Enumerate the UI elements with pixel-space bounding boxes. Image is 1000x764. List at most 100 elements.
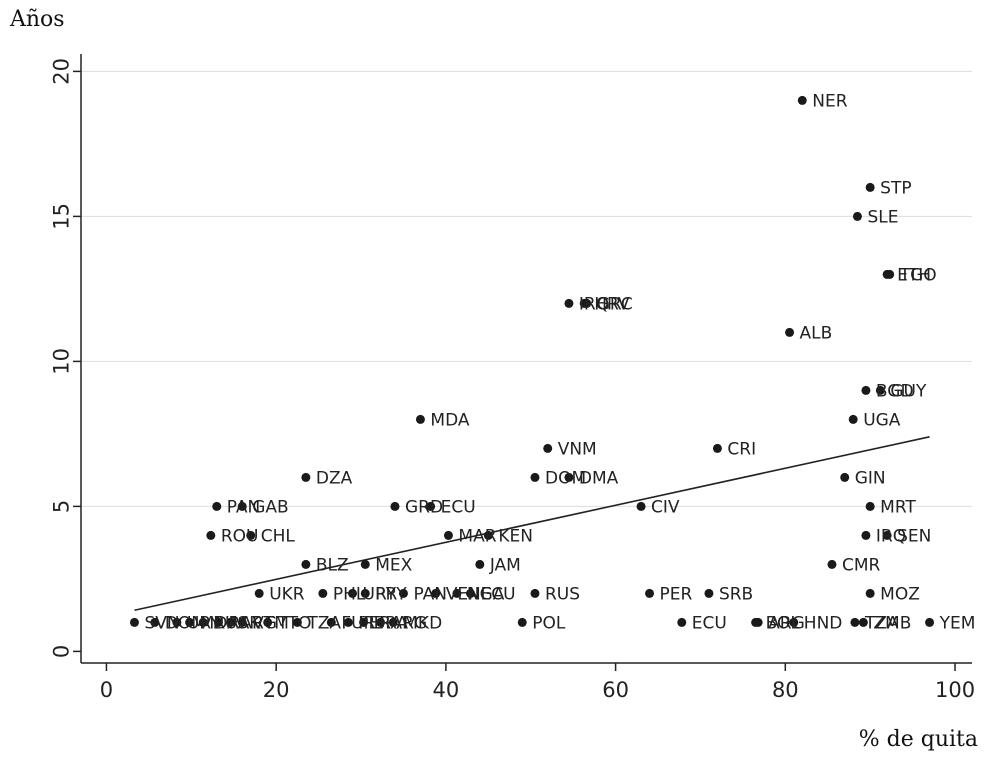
- data-point-rou: [206, 530, 216, 540]
- data-point-pry: [360, 588, 370, 598]
- data-point-civ: [636, 501, 646, 511]
- y-tick-label: 15: [49, 203, 73, 230]
- point-label-vtm: VTM: [252, 614, 289, 634]
- point-label-ken: KEN: [498, 527, 533, 547]
- point-label-arg: ARG: [240, 614, 277, 634]
- data-point-dom: [150, 617, 160, 627]
- data-point-ner: [797, 95, 807, 105]
- point-label-arg: ARG: [768, 614, 805, 634]
- data-point-vtm: [237, 617, 247, 627]
- data-point-mda: [415, 414, 425, 424]
- point-label-sle: SLE: [867, 208, 898, 228]
- point-label-mex: MEX: [375, 556, 412, 576]
- data-point-per: [343, 617, 353, 627]
- point-label-nga: NGA: [467, 585, 505, 605]
- x-tick-label: 100: [935, 678, 975, 702]
- data-point-guy: [875, 385, 885, 395]
- point-label-dom: DOM: [545, 469, 586, 489]
- data-point-irq: [861, 530, 871, 540]
- data-point-ury: [348, 588, 358, 598]
- data-point-ecu: [677, 617, 687, 627]
- data-point-tto: [263, 617, 273, 627]
- data-point-nga: [452, 588, 462, 598]
- point-label-mar: MAR: [458, 527, 496, 547]
- y-tick-label: 10: [49, 348, 73, 375]
- point-label-bol: BOL: [766, 614, 801, 634]
- point-label-per: PER: [358, 614, 391, 634]
- data-point-sen: [882, 530, 892, 540]
- data-point-blz: [301, 559, 311, 569]
- point-label-ven: VEN: [446, 585, 481, 605]
- data-point-mex: [360, 559, 370, 569]
- data-point-ukr: [254, 588, 264, 598]
- data-point-vnm: [543, 443, 553, 453]
- point-label-cmr: CMR: [842, 556, 881, 576]
- point-label-ecu: ECU: [441, 498, 476, 518]
- point-label-tza: TZA: [864, 614, 899, 634]
- point-label-bra: BRA: [374, 614, 409, 634]
- data-point-mkd: [388, 617, 398, 627]
- data-point-fur: [326, 617, 336, 627]
- point-label-mrt: MRT: [880, 498, 916, 518]
- data-point-mar: [443, 530, 453, 540]
- data-point-gab: [237, 501, 247, 511]
- data-point-cmr: [827, 559, 837, 569]
- data-point-bra: [359, 617, 369, 627]
- data-point-per: [645, 588, 655, 598]
- point-label-mkd: MKD: [403, 614, 442, 634]
- data-point-alb: [785, 327, 795, 337]
- data-point-svn: [129, 617, 139, 627]
- data-point-grc: [582, 298, 592, 308]
- point-label-mda: MDA: [200, 614, 239, 634]
- data-point-ven: [431, 588, 441, 598]
- point-label-pan: PAN: [227, 498, 261, 518]
- point-label-moz: MOZ: [880, 585, 920, 605]
- point-label-alb: ALB: [800, 324, 833, 344]
- fit-line-layer: [134, 436, 930, 612]
- point-label-ury: URY: [363, 585, 397, 605]
- y-tick-label: 5: [49, 500, 73, 513]
- y-axis-title: Años: [9, 7, 65, 32]
- point-label-guy: GUY: [890, 382, 927, 402]
- point-label-tgo: TGO: [899, 266, 937, 286]
- point-label-tto: TTO: [277, 614, 312, 634]
- point-label-dza: DZA: [316, 469, 353, 489]
- point-label-dma: DMA: [579, 469, 619, 489]
- data-point-ken: [483, 530, 493, 540]
- data-point-ury: [172, 617, 182, 627]
- data-point-mda: [185, 617, 195, 627]
- data-point-arg: [225, 617, 235, 627]
- data-point-irq: [564, 298, 574, 308]
- data-point-arg: [753, 617, 763, 627]
- point-label-phl: PHL: [333, 585, 366, 605]
- tick-labels-layer: 0 5 10 15 20 0 20 40 60 80 100: [49, 58, 975, 702]
- point-label-irq: IRQ: [579, 295, 609, 315]
- point-label-per: PER: [660, 585, 693, 605]
- point-label-dom: DOM: [165, 614, 206, 634]
- point-label-pan: PAN: [413, 585, 447, 605]
- data-point-ecu: [465, 588, 475, 598]
- point-label-yem: YEM: [939, 614, 976, 634]
- point-label-zmb: ZMB: [873, 614, 911, 634]
- point-label-svn: SVN: [144, 614, 179, 634]
- point-label-chl: CHL: [261, 527, 296, 547]
- gridlines: [81, 70, 972, 507]
- point-label-mda: MDA: [430, 411, 469, 431]
- point-label-srb: SRB: [719, 585, 753, 605]
- point-label-ukr: UKR: [269, 585, 305, 605]
- point-label-grc: GRC: [597, 295, 633, 315]
- data-point-tza: [850, 617, 860, 627]
- data-point-chl: [246, 530, 256, 540]
- point-label-ecu: ECU: [480, 585, 515, 605]
- data-point-zmb: [858, 617, 868, 627]
- data-point-cri: [712, 443, 722, 453]
- point-label-arg: ARG: [391, 614, 428, 634]
- x-tick-label: 60: [602, 678, 629, 702]
- point-label-hrv: HRV: [594, 295, 630, 315]
- data-point-moz: [865, 588, 875, 598]
- data-point-jam: [475, 559, 485, 569]
- x-tick-label: 40: [433, 678, 460, 702]
- point-label-eth: ETH: [897, 266, 931, 286]
